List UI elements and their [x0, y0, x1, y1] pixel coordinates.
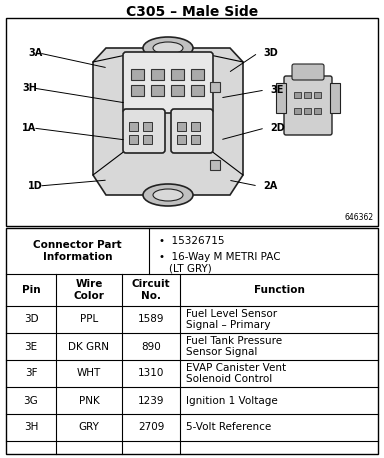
Bar: [151, 69, 164, 80]
Text: 1310: 1310: [138, 369, 164, 378]
Polygon shape: [93, 48, 243, 195]
Bar: [314, 92, 321, 98]
Ellipse shape: [153, 42, 183, 54]
Text: Circuit
No.: Circuit No.: [132, 279, 170, 301]
FancyBboxPatch shape: [284, 76, 332, 135]
Text: 2D: 2D: [270, 123, 285, 133]
FancyBboxPatch shape: [123, 109, 165, 153]
Text: 3E: 3E: [25, 342, 38, 351]
Ellipse shape: [153, 189, 183, 201]
Text: GRY: GRY: [79, 422, 99, 432]
Text: Wire
Color: Wire Color: [74, 279, 104, 301]
Text: PNK: PNK: [79, 396, 99, 405]
Bar: [314, 108, 321, 114]
Text: Fuel Tank Pressure
Sensor Signal: Fuel Tank Pressure Sensor Signal: [186, 336, 282, 357]
Bar: [171, 85, 184, 96]
FancyBboxPatch shape: [292, 64, 324, 80]
Bar: [210, 160, 220, 170]
Bar: [304, 92, 311, 98]
FancyBboxPatch shape: [171, 109, 213, 153]
Text: 3E: 3E: [270, 85, 283, 95]
Bar: [210, 82, 220, 92]
Bar: [143, 135, 152, 144]
Bar: [171, 69, 184, 80]
Text: •  16-Way M METRI PAC: • 16-Way M METRI PAC: [159, 251, 281, 262]
Text: WHT: WHT: [77, 369, 101, 378]
Text: Function: Function: [253, 285, 305, 295]
Text: Ignition 1 Voltage: Ignition 1 Voltage: [186, 396, 278, 405]
Text: PPL: PPL: [80, 315, 98, 325]
Text: 5-Volt Reference: 5-Volt Reference: [186, 422, 271, 432]
Text: 1589: 1589: [138, 315, 164, 325]
Text: DK GRN: DK GRN: [68, 342, 109, 351]
Text: 3D: 3D: [263, 48, 278, 58]
Text: 3D: 3D: [24, 315, 38, 325]
Text: C305 – Male Side: C305 – Male Side: [126, 5, 258, 19]
Bar: [294, 92, 301, 98]
Text: 3H: 3H: [22, 83, 37, 93]
Bar: [330, 83, 340, 113]
Text: EVAP Canister Vent
Solenoid Control: EVAP Canister Vent Solenoid Control: [186, 363, 286, 384]
Bar: [143, 122, 152, 131]
Bar: [6, 18, 378, 226]
Bar: [191, 122, 200, 131]
Ellipse shape: [143, 184, 193, 206]
Bar: [129, 135, 138, 144]
Bar: [304, 108, 311, 114]
Text: 646362: 646362: [345, 213, 374, 222]
Text: Pin: Pin: [22, 285, 40, 295]
Text: 3H: 3H: [24, 422, 38, 432]
Bar: [6, 228, 378, 454]
Text: (LT GRY): (LT GRY): [169, 263, 212, 273]
Bar: [131, 85, 144, 96]
Bar: [129, 122, 138, 131]
Text: 3F: 3F: [25, 369, 37, 378]
Bar: [131, 69, 144, 80]
Text: •  15326715: • 15326715: [159, 236, 225, 246]
Bar: [191, 85, 204, 96]
Bar: [191, 135, 200, 144]
Text: 1D: 1D: [28, 181, 43, 191]
Text: Connector Part
Information: Connector Part Information: [33, 240, 122, 262]
Text: 890: 890: [141, 342, 161, 351]
Text: 1A: 1A: [22, 123, 36, 133]
Bar: [177, 135, 186, 144]
Text: 3G: 3G: [24, 396, 38, 405]
Bar: [276, 83, 286, 113]
Bar: [177, 122, 186, 131]
Bar: [151, 85, 164, 96]
Text: 3A: 3A: [28, 48, 42, 58]
Text: 2709: 2709: [138, 422, 164, 432]
Bar: [191, 69, 204, 80]
Text: 2A: 2A: [263, 181, 277, 191]
Text: Fuel Level Sensor
Signal – Primary: Fuel Level Sensor Signal – Primary: [186, 309, 277, 330]
FancyBboxPatch shape: [123, 52, 213, 113]
Ellipse shape: [143, 37, 193, 59]
Bar: [294, 108, 301, 114]
Text: 1239: 1239: [138, 396, 164, 405]
